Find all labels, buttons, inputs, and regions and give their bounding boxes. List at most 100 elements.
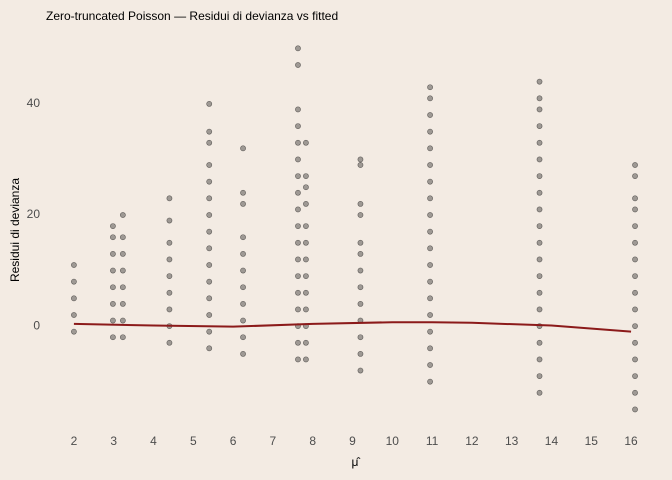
x-tick-label: 7 xyxy=(270,434,277,448)
point xyxy=(427,345,433,352)
point xyxy=(303,256,309,263)
point xyxy=(240,189,246,196)
point xyxy=(427,228,433,235)
point xyxy=(632,289,638,296)
point xyxy=(119,334,126,341)
point xyxy=(110,334,116,341)
point xyxy=(427,362,433,368)
point xyxy=(536,95,543,102)
point xyxy=(240,334,246,341)
point xyxy=(357,250,364,257)
point xyxy=(303,239,309,246)
point xyxy=(427,128,433,135)
point xyxy=(303,306,309,313)
x-tick-label: 14 xyxy=(545,434,559,448)
point xyxy=(427,145,433,152)
x-tick-label: 9 xyxy=(349,434,356,448)
point xyxy=(536,256,543,263)
point xyxy=(536,206,543,213)
point xyxy=(427,162,433,168)
point xyxy=(295,356,301,363)
point xyxy=(427,195,433,202)
point xyxy=(206,195,213,202)
point xyxy=(295,206,301,213)
point xyxy=(536,123,543,130)
point xyxy=(295,289,301,296)
point xyxy=(206,312,213,318)
y-tick-label: 40 xyxy=(27,96,41,110)
point xyxy=(427,212,433,218)
point xyxy=(632,273,638,280)
point xyxy=(357,239,364,246)
point xyxy=(357,200,364,207)
point xyxy=(110,300,116,307)
y-axis-label: Residui di devianza xyxy=(8,178,22,282)
point xyxy=(427,328,433,335)
point xyxy=(110,267,116,274)
point xyxy=(71,278,77,285)
point xyxy=(632,162,638,168)
point xyxy=(119,317,126,324)
y-tick-label: 20 xyxy=(27,207,41,221)
point xyxy=(427,262,433,268)
point xyxy=(632,239,638,246)
point xyxy=(536,373,543,380)
point xyxy=(427,112,433,118)
point xyxy=(166,273,173,280)
point xyxy=(536,339,543,346)
point xyxy=(357,267,364,274)
point xyxy=(536,273,543,280)
point xyxy=(295,45,301,52)
point xyxy=(71,262,77,268)
point xyxy=(427,295,433,302)
point xyxy=(632,195,638,202)
point xyxy=(206,278,213,285)
point xyxy=(632,406,638,413)
point xyxy=(632,223,638,230)
point xyxy=(632,173,638,180)
point xyxy=(632,256,638,263)
point xyxy=(536,106,543,113)
point xyxy=(206,245,213,252)
x-tick-label: 15 xyxy=(585,434,599,448)
point xyxy=(295,223,301,230)
point xyxy=(303,223,309,230)
point xyxy=(166,217,173,224)
point xyxy=(357,350,364,357)
x-tick-label: 3 xyxy=(110,434,117,448)
point xyxy=(632,389,638,396)
point xyxy=(295,156,301,163)
point xyxy=(71,295,77,302)
point xyxy=(536,189,543,196)
y-tick-label: 0 xyxy=(33,318,40,332)
point xyxy=(295,173,301,180)
point xyxy=(427,312,433,318)
point xyxy=(206,100,213,107)
point xyxy=(119,267,126,274)
point xyxy=(536,289,543,296)
x-tick-label: 6 xyxy=(230,434,237,448)
point xyxy=(303,289,309,296)
point xyxy=(295,62,301,68)
point xyxy=(536,389,543,396)
point xyxy=(632,373,638,380)
point xyxy=(166,289,173,296)
point xyxy=(357,300,364,307)
point xyxy=(536,173,543,180)
point xyxy=(303,200,309,207)
point xyxy=(166,256,173,263)
point xyxy=(166,195,173,202)
point xyxy=(240,284,246,291)
point xyxy=(206,162,213,168)
point xyxy=(357,212,364,218)
point xyxy=(427,95,433,102)
point xyxy=(536,223,543,230)
point xyxy=(303,184,309,191)
point xyxy=(206,139,213,146)
point xyxy=(240,234,246,241)
x-tick-label: 8 xyxy=(309,434,316,448)
point xyxy=(206,262,213,268)
point xyxy=(295,123,301,130)
point xyxy=(303,339,309,346)
point xyxy=(357,156,364,163)
